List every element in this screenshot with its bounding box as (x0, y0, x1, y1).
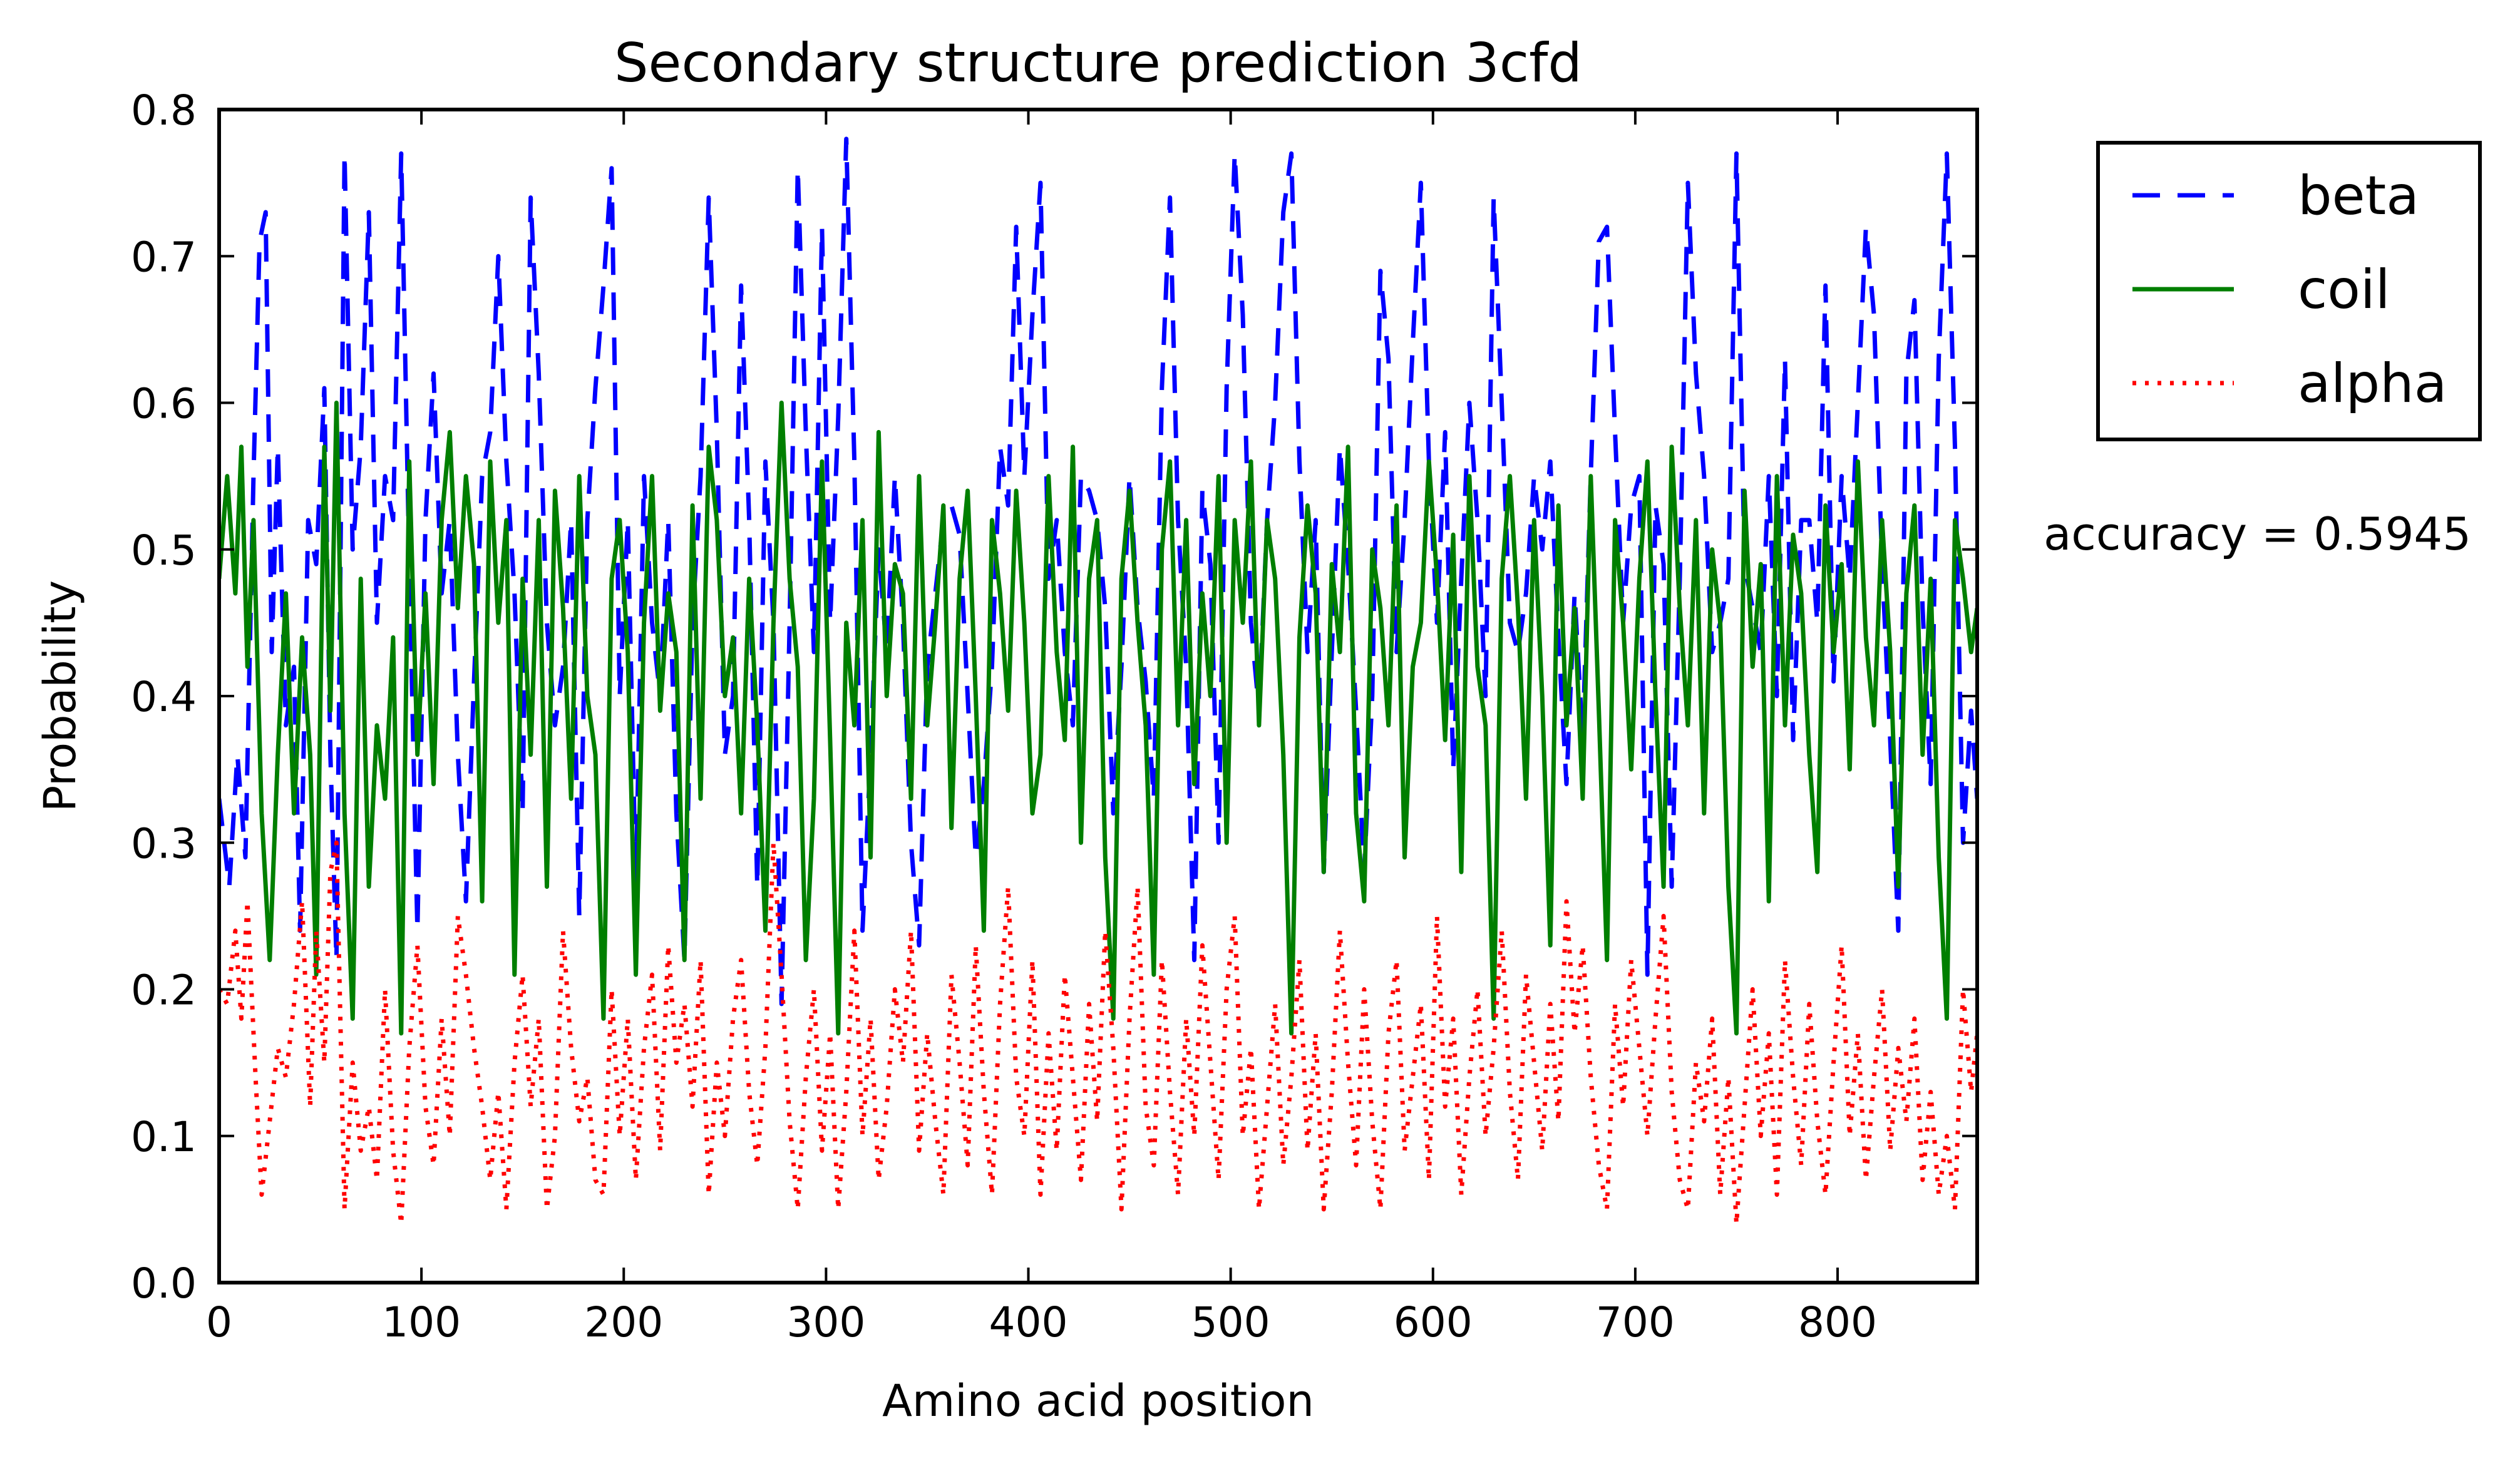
x-axis: 0 100 200 300 400 500 600 700 800 (206, 110, 1877, 1346)
y-tick-label: 0.7 (131, 233, 197, 281)
chart-title: Secondary structure prediction 3cfd (614, 32, 1582, 95)
y-axis: 0.0 0.1 0.2 0.3 0.4 0.5 0.6 0.7 0.8 (131, 86, 1977, 1308)
x-axis-label: Amino acid position (882, 1375, 1314, 1427)
x-tick-label: 800 (1798, 1298, 1877, 1346)
legend-label-coil: coil (2298, 259, 2390, 321)
x-tick-label: 600 (1394, 1298, 1473, 1346)
x-tick-label: 400 (989, 1298, 1068, 1346)
y-tick-label: 0.5 (131, 526, 197, 575)
y-tick-label: 0.8 (131, 86, 197, 135)
plot-series-group (219, 136, 1977, 1226)
legend-label-beta: beta (2298, 165, 2419, 227)
y-axis-label: Probability (34, 580, 86, 812)
x-tick-label: 500 (1191, 1298, 1270, 1346)
x-tick-label: 100 (382, 1298, 461, 1346)
y-tick-label: 0.1 (131, 1113, 197, 1161)
y-tick-label: 0.0 (131, 1259, 197, 1308)
accuracy-annotation: accuracy = 0.5945 (2044, 508, 2471, 560)
series-line-alpha (219, 840, 1977, 1226)
x-tick-label: 200 (584, 1298, 663, 1346)
y-tick-label: 0.2 (131, 966, 197, 1015)
y-tick-label: 0.3 (131, 819, 197, 868)
series-line-beta (219, 136, 1977, 1007)
legend: beta coil alpha (2096, 141, 2482, 441)
legend-label-alpha: alpha (2298, 352, 2447, 415)
y-tick-label: 0.6 (131, 380, 197, 428)
x-tick-label: 300 (786, 1298, 865, 1346)
series-line-coil (219, 401, 1977, 1036)
x-tick-label: 700 (1596, 1298, 1675, 1346)
x-tick-label: 0 (206, 1298, 232, 1346)
y-tick-label: 0.4 (131, 673, 197, 721)
